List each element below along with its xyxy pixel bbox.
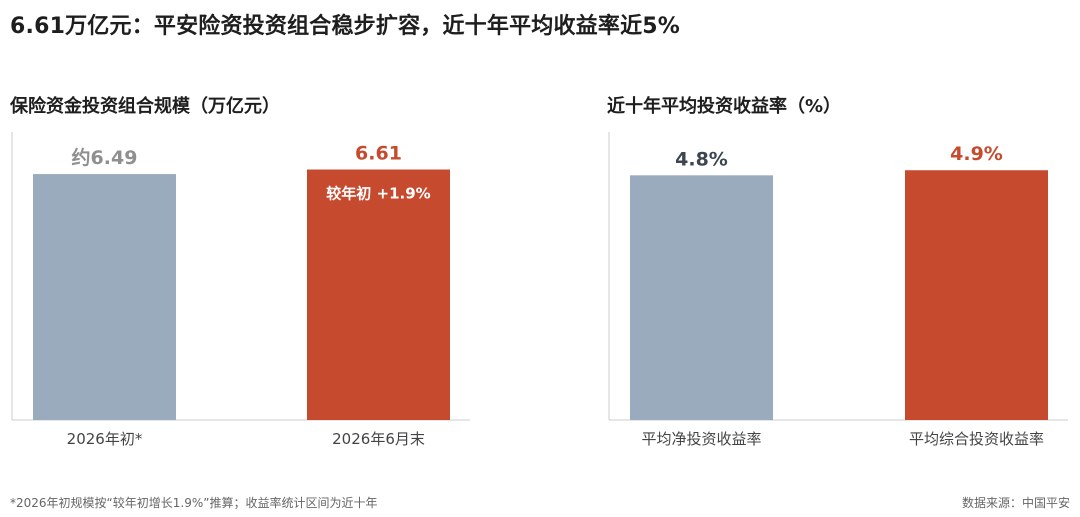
bar <box>307 169 450 420</box>
chart-title-scale: 保险资金投资组合规模（万亿元） <box>10 96 280 117</box>
bar <box>630 175 773 420</box>
page-title: 6.61万亿元：平安险资投资组合稳步扩容，近十年平均收益率近5% <box>10 14 681 39</box>
x-tick-label: 2026年初* <box>67 430 143 448</box>
x-tick-label: 平均净投资收益率 <box>641 430 761 448</box>
x-tick-label: 2026年6月末 <box>332 430 425 448</box>
bar <box>905 170 1048 420</box>
data-label: 6.61 <box>355 143 402 165</box>
footnote: *2026年初规模按“较年初增长1.9%”推算；收益率统计区间为近十年 <box>10 496 378 510</box>
chart-title-yield: 近十年平均投资收益率（%） <box>607 96 842 117</box>
bar <box>33 174 176 420</box>
bar-annotation: 较年初 +1.9% <box>326 185 430 203</box>
data-label: 约6.49 <box>72 146 138 169</box>
source-note: 数据来源：中国平安 <box>961 496 1070 510</box>
data-label: 4.8% <box>675 148 728 170</box>
x-tick-label: 平均综合投资收益率 <box>909 430 1044 448</box>
data-label: 4.9% <box>950 143 1003 165</box>
